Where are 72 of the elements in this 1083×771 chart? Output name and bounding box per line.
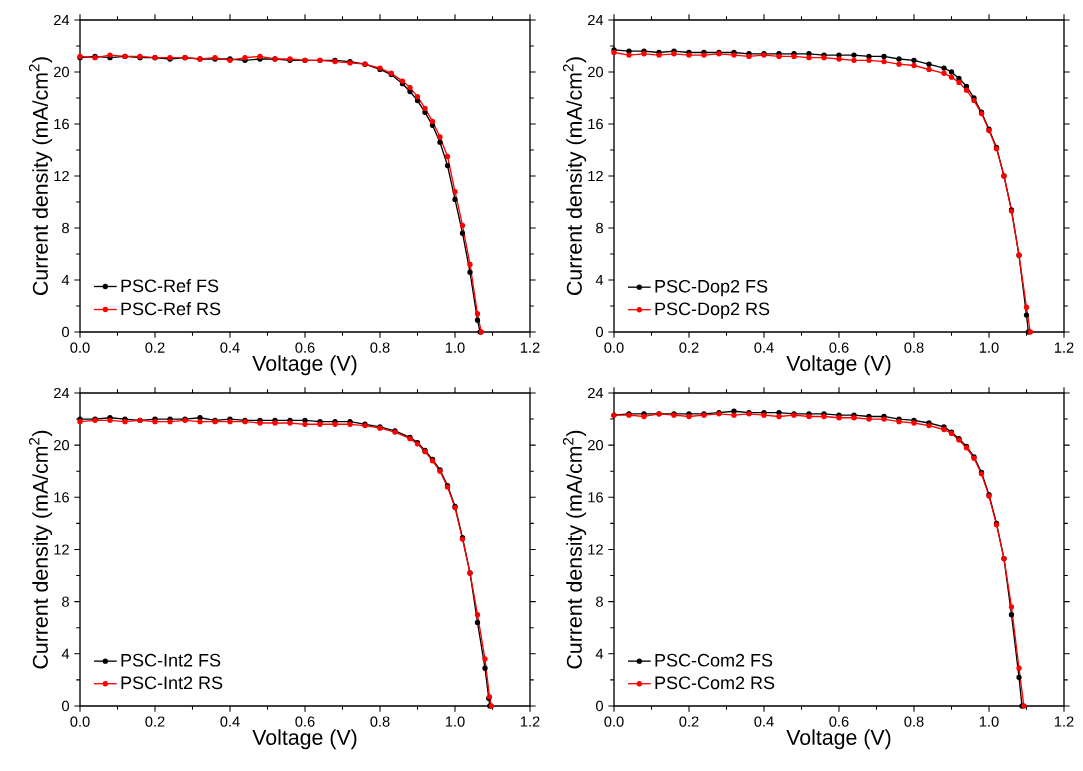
x-tick-label: 1.0 [979,342,999,353]
x-tick-label: 0.2 [679,716,699,727]
x-tick-label: 1.2 [1054,716,1074,727]
x-tick-label: 0.6 [295,716,315,727]
x-axis-title: Voltage (V) [252,355,357,376]
x-axis-title: Voltage (V) [252,729,357,750]
x-tick-label: 0.4 [754,716,774,727]
x-tick-label: 1.0 [445,716,465,727]
y-tick-label: 20 [588,66,604,78]
y-tick-label: 8 [62,596,69,607]
y-tick-label: 8 [596,222,603,234]
legend-label: PSC-Dop2 RS [655,302,770,319]
x-tick-label: 0.0 [70,342,90,353]
y-tick-label: 24 [54,14,70,26]
x-tick-label: 0.0 [70,716,90,727]
y-tick-label: 24 [588,14,604,26]
x-tick-label: 0.8 [904,342,924,353]
y-tick-label: 24 [54,387,70,399]
x-tick-label: 0.6 [829,342,849,353]
y-tick-label: 12 [54,170,69,182]
x-tick-label: 0.8 [904,716,924,727]
x-tick-label: 0.2 [679,342,699,353]
y-tick-label: 20 [54,66,70,78]
x-tick-label: 1.0 [445,342,465,353]
x-tick-label: 0.8 [370,716,390,727]
x-tick-label: 1.2 [1054,342,1074,353]
x-tick-label: 1.0 [979,716,999,727]
y-axis-title: Current density (mA/cm$^{2}$) [28,430,53,669]
y-tick-label: 4 [595,648,604,659]
y-tick-label: 0 [62,326,70,338]
y-tick-label: 16 [588,118,603,130]
y-tick-label: 8 [62,222,69,234]
y-tick-label: 12 [54,544,69,555]
y-tick-label: 16 [588,492,603,503]
x-axis-title: Voltage (V) [786,355,891,376]
legend-label: PSC-Int2 RS [121,676,223,690]
y-tick-label: 20 [588,439,604,451]
legend-label: PSC-Com2 FS [655,653,773,667]
x-tick-label: 0.6 [295,342,315,353]
y-tick-label: 16 [54,492,69,503]
y-tick-label: 0 [62,700,70,712]
y-tick-label: 12 [588,544,603,555]
legend-label: PSC-Dop2 FS [655,279,768,297]
legend-label: PSC-Int2 FS [121,653,221,667]
y-tick-label: 0 [596,326,604,338]
y-tick-label: 4 [61,274,70,286]
y-axis-title: Current density (mA/cm$^{2}$) [562,430,587,669]
legend-label: PSC-Ref RS [121,302,221,316]
x-tick-label: 0.4 [220,716,240,727]
y-tick-label: 24 [588,387,604,399]
x-axis-title: Voltage (V) [786,729,891,750]
legend-label: PSC-Ref FS [121,278,219,293]
x-tick-label: 0.6 [829,716,849,727]
y-tick-label: 4 [595,274,604,286]
y-tick-label: 12 [588,170,603,182]
y-axis-title: Current density (mA/cm$^{2}$) [28,57,53,295]
x-tick-label: 0.4 [220,342,240,353]
x-tick-label: 0.4 [754,342,774,353]
x-tick-label: 1.2 [520,342,540,353]
legend-label: PSC-Com2 RS [655,676,775,690]
x-tick-label: 0.0 [604,716,624,727]
x-tick-label: 0.2 [145,342,165,353]
y-tick-label: 16 [54,118,69,130]
x-tick-label: 0.8 [370,342,390,353]
y-tick-label: 4 [61,648,70,659]
y-tick-label: 20 [54,439,70,451]
y-tick-label: 8 [596,596,603,607]
x-tick-label: 0.2 [145,716,165,727]
y-axis-title: Current density (mA/cm$^{2}$) [562,57,587,295]
x-tick-label: 0.0 [604,342,624,353]
y-tick-label: 0 [596,700,604,712]
x-tick-label: 1.2 [520,716,540,727]
